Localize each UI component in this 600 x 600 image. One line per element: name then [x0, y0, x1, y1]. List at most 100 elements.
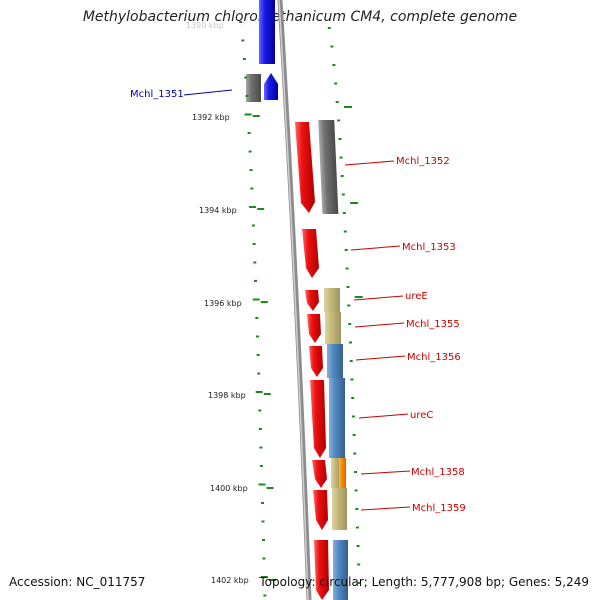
minor-tick-mark — [339, 156, 343, 159]
minor-tick-mark — [356, 545, 360, 547]
leader-mchl1353 — [350, 245, 401, 251]
major-tick-mark — [350, 202, 359, 204]
leader-mchl1356 — [355, 355, 406, 361]
minor-tick-mark — [261, 520, 265, 523]
minor-tick-mark — [262, 557, 266, 560]
cog-block-urec — [329, 378, 345, 458]
minor-tick-mark — [255, 317, 259, 319]
minor-tick-mark — [355, 508, 359, 510]
tick-label-1390-faded: 1390 kbp — [186, 21, 224, 30]
minor-tick-mark — [248, 150, 252, 153]
minor-tick-mark — [245, 95, 249, 97]
minor-tick-mark — [262, 539, 265, 541]
tick-label-1402: 1402 kbp — [211, 576, 249, 585]
minor-tick-mark — [259, 465, 263, 467]
accession-text: Accession: NC_011757 — [9, 575, 146, 589]
gene-mchl1353 — [302, 229, 319, 278]
minor-tick-mark — [256, 354, 260, 356]
tick-label-1394: 1394 kbp — [199, 206, 237, 215]
minor-tick-mark — [332, 64, 336, 66]
gene-uree — [305, 290, 319, 311]
gene-mchl1355 — [307, 314, 321, 343]
minor-tick-mark — [354, 471, 357, 473]
gene-mchl1358 — [312, 460, 327, 488]
minor-tick-mark — [351, 415, 355, 418]
minor-tick-mark — [259, 446, 263, 449]
gene-mchl1359 — [313, 490, 328, 530]
minor-tick-mark — [357, 563, 361, 566]
minor-tick-mark — [239, 21, 243, 23]
cog-block-mchl1356 — [327, 344, 343, 378]
minor-tick-mark — [337, 119, 341, 122]
major-tick-mark — [244, 113, 252, 116]
leader-uree — [353, 295, 404, 301]
gene-label-mchl1353[interactable]: Mchl_1353 — [402, 242, 456, 253]
minor-tick-mark — [258, 428, 262, 430]
minor-tick-mark — [350, 378, 354, 381]
minor-tick-mark — [249, 169, 253, 171]
minor-tick-mark — [242, 58, 246, 60]
minor-tick-mark — [341, 193, 345, 196]
gene-reverse-top — [259, 0, 275, 64]
gene-label-urec[interactable]: ureC — [410, 410, 433, 421]
minor-tick-mark — [335, 101, 339, 103]
gene-mchl1352-cog — [318, 120, 339, 214]
minor-tick-mark — [347, 304, 351, 307]
genome-stats-text: Topology: circular; Length: 5,777,908 bp… — [259, 575, 589, 589]
major-tick-mark — [252, 298, 260, 301]
gene-forward-bottom — [314, 540, 329, 600]
major-tick-mark — [344, 106, 352, 108]
cog-block-mchl1358 — [331, 458, 341, 488]
genome-backbone — [277, 0, 312, 600]
minor-tick-mark — [330, 45, 334, 48]
left-tick-dashes — [239, 21, 276, 597]
minor-tick-mark — [351, 397, 355, 399]
gene-label-mchl1356[interactable]: Mchl_1356 — [407, 352, 461, 363]
gene-label-mchl1359[interactable]: Mchl_1359 — [412, 503, 466, 514]
major-tick-mark — [255, 391, 263, 393]
gene-label-mchl1358[interactable]: Mchl_1358 — [411, 467, 465, 478]
minor-tick-mark — [258, 409, 262, 412]
minor-tick-mark — [343, 230, 347, 233]
minor-tick-mark — [349, 341, 352, 344]
minor-tick-mark — [352, 434, 356, 436]
major-tick-mark — [266, 487, 274, 489]
cog-block-bottom — [333, 540, 348, 600]
gene-label-mchl1355[interactable]: Mchl_1355 — [406, 319, 460, 330]
gene-mchl1356 — [309, 346, 323, 377]
gene-mchl1351-block — [246, 74, 261, 102]
gene-urec — [310, 380, 326, 458]
major-tick-mark — [269, 579, 276, 581]
leader-mchl1358 — [360, 470, 411, 475]
minor-tick-mark — [345, 267, 349, 270]
minor-tick-mark — [355, 526, 359, 529]
minor-tick-mark — [327, 27, 331, 29]
genome-title: Methylobacterium chloromethanicum CM4, c… — [82, 9, 518, 25]
gene-label-mchl1352[interactable]: Mchl_1352 — [396, 156, 450, 167]
major-tick-mark — [258, 483, 266, 486]
major-tick-mark — [263, 393, 271, 395]
minor-tick-mark — [349, 360, 353, 362]
minor-tick-mark — [257, 372, 261, 375]
leader-mchl1351 — [183, 89, 233, 96]
minor-tick-mark — [348, 323, 352, 325]
leader-mchl1359 — [360, 506, 411, 511]
tick-label-1400: 1400 kbp — [210, 484, 248, 493]
minor-tick-mark — [342, 212, 346, 214]
minor-tick-mark — [256, 335, 259, 338]
tick-label-1398: 1398 kbp — [208, 391, 246, 400]
gene-label-mchl1351[interactable]: Mchl_1351 — [130, 89, 184, 100]
minor-tick-mark — [261, 502, 264, 504]
minor-tick-mark — [340, 175, 344, 177]
cog-block-mchl1358-orange — [339, 458, 346, 488]
minor-tick-mark — [241, 39, 245, 42]
genome-backbone-highlight — [278, 0, 309, 600]
gene-label-uree[interactable]: ureE — [405, 291, 428, 302]
cog-block-mchl1359 — [332, 488, 347, 530]
minor-tick-mark — [354, 489, 358, 492]
minor-tick-mark — [344, 249, 348, 251]
minor-tick-mark — [334, 82, 338, 85]
minor-tick-mark — [251, 224, 255, 227]
minor-tick-mark — [247, 132, 251, 134]
